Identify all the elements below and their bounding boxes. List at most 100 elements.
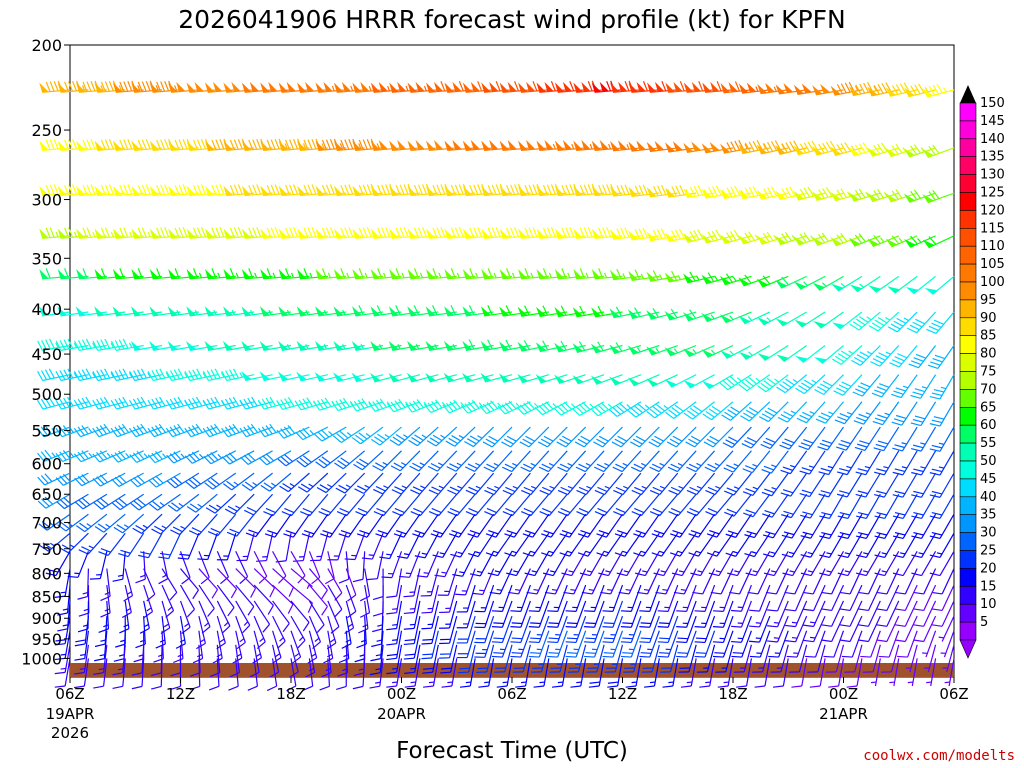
wind-barb [308, 568, 328, 600]
barb-shaft [596, 644, 605, 673]
barb-shaft [364, 493, 384, 517]
barb-half [475, 485, 481, 489]
wind-barb [468, 532, 495, 558]
wind-barb [686, 450, 716, 473]
barb-full [158, 423, 166, 433]
wind-barb [819, 550, 845, 577]
barb-full [48, 396, 56, 407]
barb-half [660, 570, 666, 573]
barb-pennant [499, 140, 509, 151]
wind-barb [55, 338, 89, 351]
barb-full [837, 515, 849, 520]
barb-full [547, 610, 558, 612]
wind-barb [639, 584, 660, 612]
barb-full [603, 637, 615, 640]
barb-shaft [327, 630, 334, 659]
barb-full [620, 655, 632, 658]
barb-full [734, 140, 741, 151]
barb-pennant [499, 82, 509, 93]
barb-pennant [370, 140, 380, 151]
barb-half [585, 462, 591, 467]
barb-full [390, 465, 401, 472]
wind-barb [685, 426, 716, 448]
barb-full [416, 399, 424, 409]
wind-barb [613, 493, 642, 517]
barb-full [910, 145, 918, 155]
barb-half [866, 350, 873, 355]
barb-full [243, 454, 253, 463]
wind-barb [256, 533, 274, 562]
barb-pennant [286, 81, 296, 92]
barb-shaft [687, 275, 715, 284]
barb-full [914, 84, 921, 95]
wind-barb [858, 600, 881, 627]
barb-full [252, 139, 258, 150]
barb-shaft [771, 493, 789, 518]
barb-full [560, 507, 571, 514]
barb-pennant [820, 83, 831, 94]
barb-full [303, 530, 315, 535]
wind-barb [608, 401, 642, 417]
barb-full [598, 435, 609, 442]
wind-barb [704, 450, 734, 473]
wind-barb [874, 532, 900, 559]
barb-full [836, 84, 843, 94]
barb-full [129, 371, 136, 381]
barb-pennant [333, 372, 344, 382]
wind-barb [786, 630, 808, 658]
barb-shaft [920, 374, 937, 399]
barb-shaft [621, 450, 642, 473]
wind-barb [646, 401, 679, 419]
wind-barb [851, 345, 881, 366]
barb-full [202, 399, 210, 410]
barb-shaft [308, 630, 318, 658]
barb-shaft [42, 374, 71, 382]
barb-full [452, 573, 463, 577]
barb-pennant [903, 193, 916, 203]
barb-full [94, 658, 105, 662]
barb-half [865, 191, 870, 197]
wind-barb [591, 139, 623, 151]
barb-shaft [557, 615, 568, 643]
barb-full [37, 452, 45, 462]
wind-barb [110, 368, 144, 382]
barb-half [663, 404, 669, 410]
barb-full [559, 533, 570, 538]
barb-full [337, 459, 347, 467]
barb-shaft [419, 493, 439, 517]
barb-full [362, 227, 368, 238]
barb-full [712, 610, 724, 612]
barb-half [81, 85, 85, 91]
wind-barb [874, 450, 900, 476]
wind-barb [358, 600, 369, 634]
barb-full [344, 184, 350, 195]
barb-half [677, 550, 683, 554]
barb-full [422, 653, 433, 656]
wind-barb [894, 600, 918, 627]
barb-full [211, 227, 217, 238]
wind-barb [722, 426, 752, 448]
barb-pennant [719, 275, 731, 285]
barb-full [340, 184, 346, 196]
wind-barb [547, 600, 568, 628]
barb-shaft [473, 426, 495, 448]
barb-pennant [518, 140, 528, 151]
barb-pennant [407, 82, 417, 93]
wind-barb [389, 183, 420, 197]
barb-shaft [765, 374, 789, 393]
wind-barb [782, 550, 808, 577]
barb-shaft [327, 551, 335, 579]
barb-full [876, 468, 887, 472]
barb-full [311, 184, 317, 195]
wind-barb [235, 615, 246, 650]
barb-half [309, 430, 314, 435]
barb-full [113, 658, 125, 662]
barb-full [671, 186, 677, 197]
barb-full [285, 139, 291, 150]
barb-full [130, 502, 140, 511]
barb-shaft [179, 584, 196, 610]
wind-barb [800, 532, 826, 558]
barb-full [913, 624, 924, 627]
barb-half [736, 377, 742, 382]
barb-full [484, 489, 495, 496]
